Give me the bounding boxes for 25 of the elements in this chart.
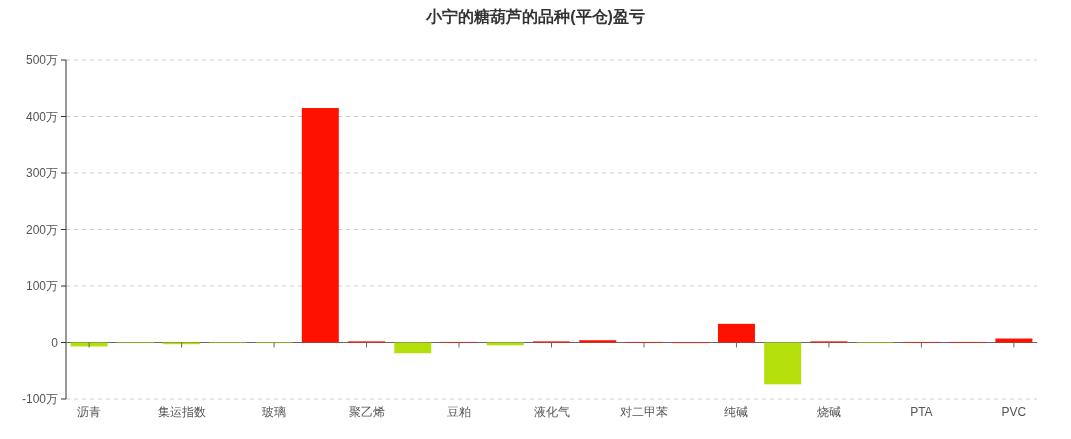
bar bbox=[579, 340, 617, 343]
x-tick-label: 集运指数 bbox=[157, 405, 206, 419]
x-tick-label: 对二甲苯 bbox=[619, 405, 668, 419]
x-tick-label: 液化气 bbox=[533, 405, 570, 419]
y-tick-label: 500万 bbox=[25, 53, 58, 67]
x-tick-label: 沥青 bbox=[77, 405, 102, 419]
y-tick-label: -100万 bbox=[21, 392, 58, 406]
bar bbox=[764, 342, 802, 385]
x-tick-label: 豆粕 bbox=[447, 405, 472, 419]
x-tick-label: 烧碱 bbox=[816, 405, 841, 419]
chart-title: 小宁的糖葫芦的品种(平仓)盈亏 bbox=[425, 7, 645, 25]
x-tick-label: PVC bbox=[1001, 405, 1027, 419]
bar bbox=[394, 342, 432, 354]
x-tick-label: PTA bbox=[910, 405, 933, 419]
x-tick-label: 纯碱 bbox=[724, 405, 749, 419]
y-tick-label: 100万 bbox=[25, 279, 58, 293]
y-tick-label: 0 bbox=[51, 335, 59, 350]
bar bbox=[717, 323, 755, 343]
bar bbox=[301, 108, 339, 343]
y-tick-label: 300万 bbox=[25, 166, 58, 180]
y-tick-label: 400万 bbox=[25, 109, 58, 124]
x-tick-label: 聚乙烯 bbox=[348, 405, 385, 419]
y-tick-label: 200万 bbox=[25, 222, 58, 237]
x-tick-label: 玻璃 bbox=[262, 405, 287, 419]
bar bbox=[995, 338, 1033, 343]
